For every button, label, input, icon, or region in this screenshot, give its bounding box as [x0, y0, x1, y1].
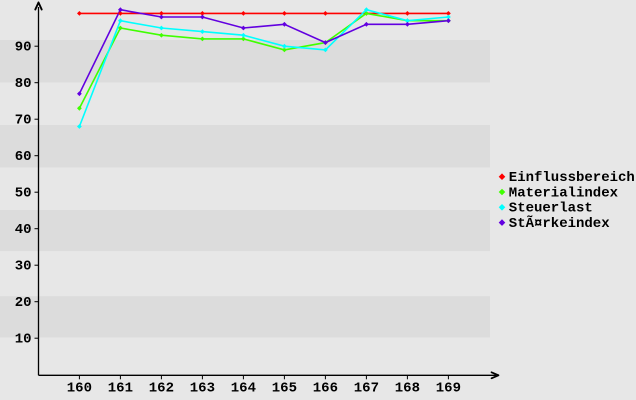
svg-text:165: 165	[272, 380, 297, 396]
svg-text:169: 169	[436, 380, 461, 396]
svg-text:60: 60	[15, 149, 32, 165]
svg-text:50: 50	[15, 186, 32, 202]
svg-text:167: 167	[354, 380, 379, 396]
svg-text:70: 70	[15, 113, 32, 129]
svg-text:Steuerlast: Steuerlast	[509, 201, 593, 217]
svg-text:StÃ¤rkeindex: StÃ¤rkeindex	[509, 214, 610, 232]
svg-text:162: 162	[149, 380, 174, 396]
svg-text:160: 160	[67, 380, 92, 396]
svg-text:168: 168	[395, 380, 420, 396]
svg-text:10: 10	[15, 332, 32, 348]
svg-text:164: 164	[231, 380, 256, 396]
svg-text:90: 90	[15, 40, 32, 56]
svg-text:80: 80	[15, 76, 32, 92]
svg-text:20: 20	[15, 295, 32, 311]
svg-text:166: 166	[313, 380, 338, 396]
svg-text:Einflussbereich: Einflussbereich	[509, 170, 635, 186]
svg-text:30: 30	[15, 259, 32, 275]
svg-text:Materialindex: Materialindex	[509, 185, 619, 201]
svg-text:161: 161	[108, 380, 133, 396]
svg-text:40: 40	[15, 222, 32, 238]
svg-text:163: 163	[190, 380, 215, 396]
